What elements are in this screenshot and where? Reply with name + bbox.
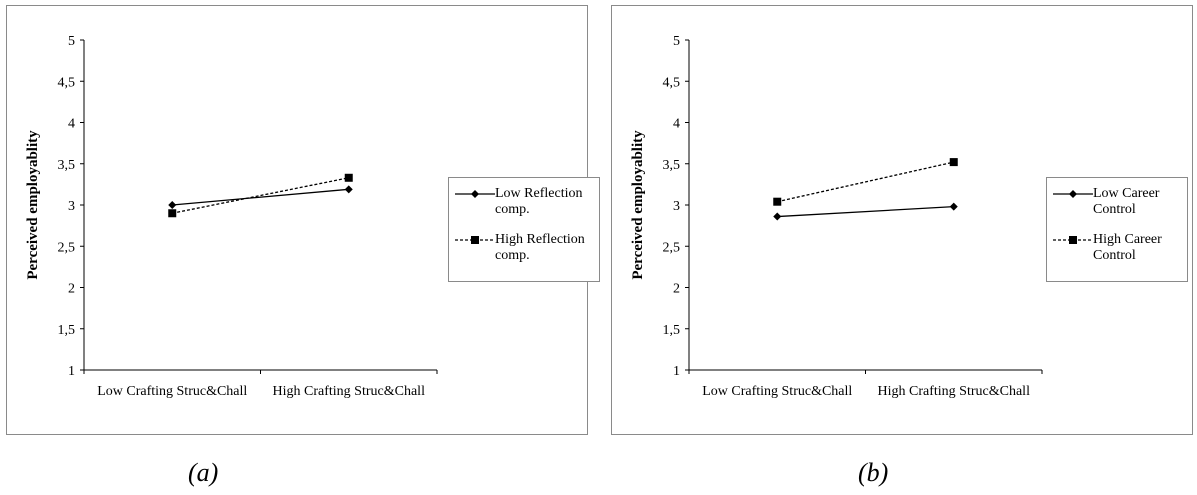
series-line-low: [172, 188, 349, 206]
x-tick-label: Low Crafting Struc&Chall: [702, 384, 852, 399]
y-tick-label: 1,5: [663, 323, 681, 338]
chart-panel-a: 1 1,5 2 2,5 3 3,5 4 4,5 5 Low Crafting Struc&Chal…: [6, 5, 600, 435]
y-tick-label: 4: [68, 117, 75, 132]
y-tick-label: 3: [68, 199, 75, 214]
legend-solid-diamond-icon: [455, 190, 495, 198]
data-point-diamond: [168, 201, 177, 209]
legend-dashed-square-icon: [455, 236, 495, 244]
y-tick-label: 2: [68, 282, 75, 297]
legend-b: Low Career Control High Career Control: [1046, 177, 1188, 282]
legend-a: Low Reflection comp. High Reflection com…: [448, 177, 600, 282]
y-tick-label: 5: [673, 34, 680, 49]
y-tick-label: 5: [68, 34, 75, 49]
legend-solid-diamond-icon: [1053, 190, 1093, 198]
y-tick-label: 4: [673, 117, 680, 132]
y-tick-label: 1: [673, 364, 680, 379]
legend-dashed-square-icon: [1053, 236, 1093, 244]
legend-item-high: High Career Control: [1047, 232, 1187, 264]
x-tick-label: High Crafting Struc&Chall: [273, 384, 426, 399]
x-tick-label: Low Crafting Struc&Chall: [97, 384, 247, 399]
legend-label-high: High Career Control: [1093, 232, 1162, 263]
data-point-square: [168, 209, 177, 218]
data-point-square: [773, 197, 782, 206]
chart-b-svg: 1 1,5 2 2,5 3 3,5 4 4,5 5 Low Crafting Struc&Chal…: [630, 34, 1043, 399]
y-tick-label: 2: [673, 282, 680, 297]
chart-a-svg: 1 1,5 2 2,5 3 3,5 4 4,5 5 Low Crafting Struc&Chal…: [25, 34, 438, 399]
y-tick-label: 2,5: [58, 240, 76, 255]
legend-item-high: High Reflection comp.: [449, 232, 599, 264]
data-point-diamond: [949, 202, 958, 211]
data-point-square: [949, 158, 958, 167]
legend-item-low: Low Reflection comp.: [449, 186, 599, 218]
y-axis-label: Perceived employablity: [630, 130, 646, 280]
y-tick-label: 3,5: [58, 158, 76, 173]
x-tick-label: High Crafting Struc&Chall: [878, 384, 1031, 399]
y-axis-label: Perceived employablity: [25, 130, 41, 280]
chart-panel-b: 1 1,5 2 2,5 3 3,5 4 4,5 5 Low Crafting Struc&Chal…: [611, 5, 1193, 435]
series-line-high: [172, 177, 349, 214]
legend-item-low: Low Career Control: [1047, 186, 1187, 218]
legend-label-high: High Reflection comp.: [495, 232, 585, 263]
y-tick-label: 3,5: [663, 158, 681, 173]
data-point-diamond: [344, 185, 353, 194]
y-tick-label: 1: [68, 364, 75, 379]
series-line-high: [777, 161, 954, 203]
caption-a: (a): [188, 458, 219, 487]
data-point-diamond: [773, 212, 782, 221]
y-tick-label: 1,5: [58, 323, 76, 338]
legend-label-low: Low Career Control: [1093, 186, 1160, 217]
y-tick-label: 4,5: [663, 75, 681, 90]
data-point-square: [344, 173, 353, 182]
legend-label-low: Low Reflection comp.: [495, 186, 583, 217]
series-line-low: [777, 206, 954, 218]
caption-b: (b): [858, 458, 889, 487]
y-tick-label: 3: [673, 199, 680, 214]
y-tick-label: 4,5: [58, 75, 76, 90]
y-tick-label: 2,5: [663, 240, 681, 255]
